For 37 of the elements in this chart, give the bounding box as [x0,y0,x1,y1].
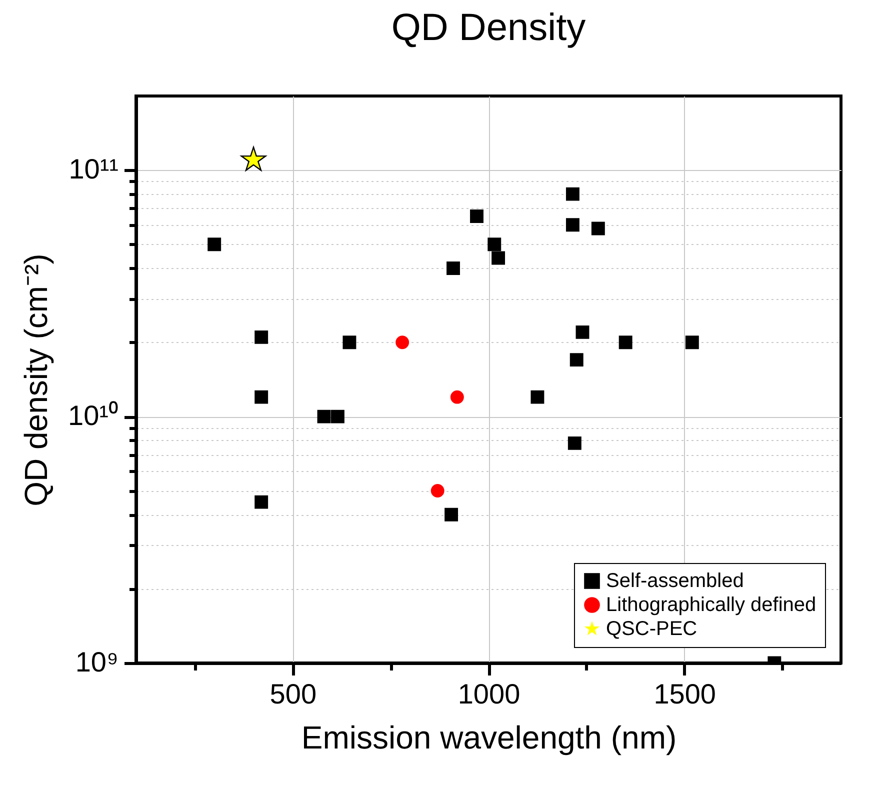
point [254,390,268,404]
point [488,238,502,252]
y-tick-label: 10⁹ [75,646,118,678]
point [208,238,222,252]
point [530,390,544,404]
point [568,436,582,450]
x-tick-label: 1000 [458,678,520,710]
x-tick-label: 500 [270,678,317,710]
chart-title: QD Density [391,7,586,49]
point [685,336,699,350]
point [240,146,266,171]
x-tick-label: 1500 [654,678,716,710]
y-axis-title: QD density (cm⁻²) [18,254,54,506]
point [342,336,356,350]
point [470,210,484,223]
y-tick-label: 10¹¹ [68,154,118,185]
legend-label: Lithographically defined [606,594,816,616]
point [444,508,458,522]
point [566,218,580,232]
point [566,187,580,201]
point [254,495,268,509]
point [430,484,444,498]
legend-label: Self-assembled [606,570,744,592]
point [317,410,331,424]
point [330,410,344,424]
point [396,336,410,350]
point [576,325,590,339]
point [254,330,268,344]
point [450,390,464,404]
x-axis-title: Emission wavelength (nm) [301,720,677,756]
y-tick-label: 10¹⁰ [68,400,118,432]
point [446,262,460,275]
point [591,222,605,236]
legend-label: QSC-PEC [606,618,698,640]
point [570,353,584,367]
point [492,251,506,265]
point [618,336,632,350]
